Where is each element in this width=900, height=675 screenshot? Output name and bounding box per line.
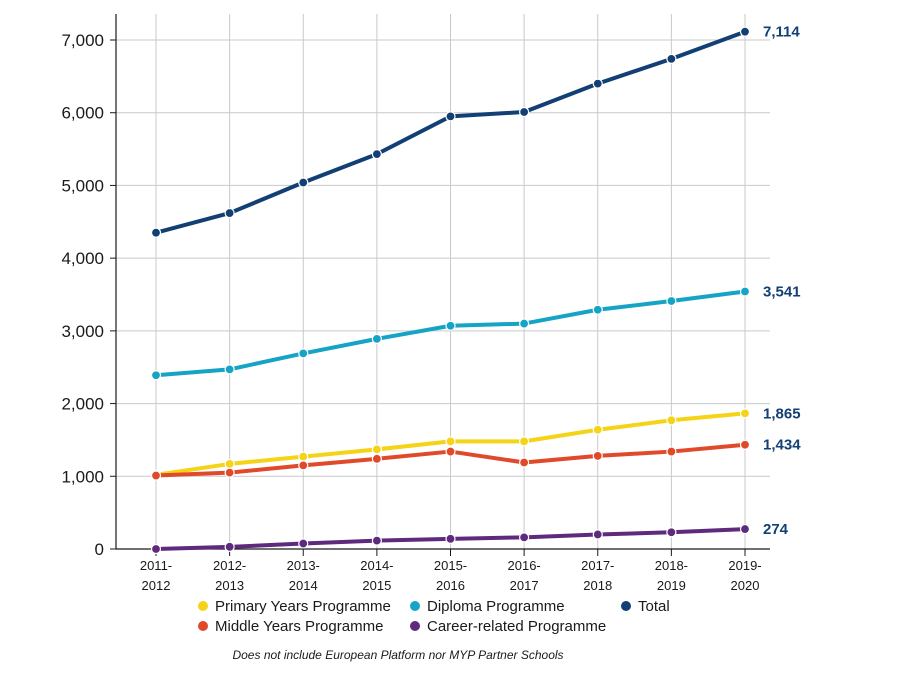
- data-point-myp: [150, 470, 162, 481]
- data-point-cp: [592, 529, 603, 540]
- y-tick-label: 5,000: [61, 176, 104, 195]
- x-tick-label: 2017-2018: [581, 558, 614, 593]
- data-point-total: [150, 227, 162, 238]
- series-myp: [150, 439, 751, 481]
- x-tick-label: 2019-2020: [728, 558, 761, 593]
- legend: Primary Years Programme Diploma Programme…: [198, 598, 670, 635]
- chart-note: Does not include European Platform nor M…: [232, 648, 563, 662]
- legend-label-myp: Middle Years Programme: [215, 618, 383, 635]
- legend-item-myp: Middle Years Programme: [198, 618, 383, 635]
- data-point-dp: [592, 304, 603, 315]
- data-point-cp: [739, 523, 751, 535]
- data-point-myp: [371, 453, 382, 464]
- legend-label-pyp: Primary Years Programme: [215, 598, 391, 615]
- data-point-dp: [371, 333, 382, 344]
- x-tick-label: 2018-2019: [655, 558, 688, 593]
- data-point-pyp: [519, 436, 530, 447]
- series-lines: [150, 26, 751, 555]
- legend-marker-cp: [410, 621, 420, 631]
- data-point-dp: [739, 286, 751, 297]
- gridlines: [116, 14, 770, 549]
- y-tick-label: 2,000: [61, 395, 104, 414]
- data-point-myp: [666, 446, 677, 457]
- data-point-pyp: [592, 424, 603, 435]
- data-point-cp: [150, 543, 162, 555]
- data-point-cp: [519, 532, 530, 543]
- data-point-total: [519, 106, 530, 118]
- x-tick-label: 2016-2017: [508, 558, 541, 593]
- end-label-cp: 274: [763, 521, 789, 538]
- series-cp: [150, 523, 751, 555]
- data-point-total: [592, 78, 603, 89]
- legend-marker-myp: [198, 621, 208, 631]
- data-point-dp: [298, 348, 309, 359]
- data-point-cp: [666, 527, 677, 538]
- data-point-dp: [666, 295, 677, 307]
- data-point-dp: [519, 318, 530, 329]
- x-tick-label: 2014-2015: [360, 558, 393, 593]
- legend-marker-total: [621, 601, 631, 611]
- data-point-total: [224, 207, 235, 219]
- legend-label-cp: Career-related Programme: [427, 618, 606, 635]
- legend-marker-dp: [410, 601, 420, 611]
- data-point-pyp: [224, 458, 235, 470]
- legend-item-cp: Career-related Programme: [410, 618, 606, 635]
- end-label-dp: 3,541: [763, 284, 801, 301]
- legend-marker-pyp: [198, 601, 208, 611]
- x-tick-label: 2013-2014: [287, 558, 320, 593]
- legend-label-total: Total: [638, 598, 670, 615]
- data-point-cp: [445, 533, 456, 544]
- data-point-total: [371, 149, 382, 160]
- y-tick-label: 3,000: [61, 322, 104, 341]
- axes: 0 1,000 2,000 3,000 4,000 5,000 6,000 7,000 2011…: [61, 14, 770, 593]
- x-tick-label: 2011-2012: [140, 558, 172, 593]
- series-dp: [150, 286, 751, 381]
- data-point-myp: [739, 439, 751, 450]
- series-total: [150, 26, 751, 238]
- data-point-total: [739, 26, 751, 37]
- data-point-myp: [224, 467, 235, 478]
- data-point-pyp: [739, 408, 751, 419]
- data-point-myp: [519, 457, 530, 468]
- data-point-myp: [298, 460, 309, 471]
- data-point-pyp: [371, 444, 382, 455]
- data-point-dp: [150, 370, 162, 381]
- legend-label-dp: Diploma Programme: [427, 598, 565, 615]
- y-tick-label: 1,000: [61, 467, 104, 486]
- x-tick-label: 2015-2016: [434, 558, 467, 593]
- data-point-myp: [592, 450, 603, 462]
- data-point-cp: [371, 535, 382, 546]
- legend-item-dp: Diploma Programme: [410, 598, 565, 615]
- data-point-pyp: [666, 415, 677, 426]
- end-label-myp: 1,434: [763, 437, 801, 454]
- end-label-pyp: 1,865: [763, 405, 801, 422]
- series-pyp: [150, 408, 751, 480]
- data-point-dp: [445, 320, 456, 331]
- data-point-myp: [445, 446, 456, 457]
- data-point-total: [298, 177, 309, 188]
- data-point-pyp: [298, 451, 309, 462]
- legend-item-total: Total: [621, 598, 670, 615]
- data-point-cp: [224, 541, 235, 552]
- data-point-pyp: [445, 436, 456, 447]
- data-point-total: [666, 53, 677, 65]
- y-tick-label: 7,000: [61, 31, 104, 50]
- y-tick-label: 0: [95, 540, 104, 559]
- data-point-total: [445, 111, 456, 122]
- data-point-cp: [298, 538, 309, 549]
- legend-item-pyp: Primary Years Programme: [198, 598, 391, 615]
- data-point-dp: [224, 364, 235, 375]
- end-label-total: 7,114: [763, 24, 800, 41]
- x-tick-label: 2012-2013: [213, 558, 246, 593]
- y-tick-label: 6,000: [61, 104, 104, 123]
- y-tick-label: 4,000: [61, 249, 104, 268]
- end-labels: 7,114 3,541 1,865 1,434 274: [763, 24, 801, 538]
